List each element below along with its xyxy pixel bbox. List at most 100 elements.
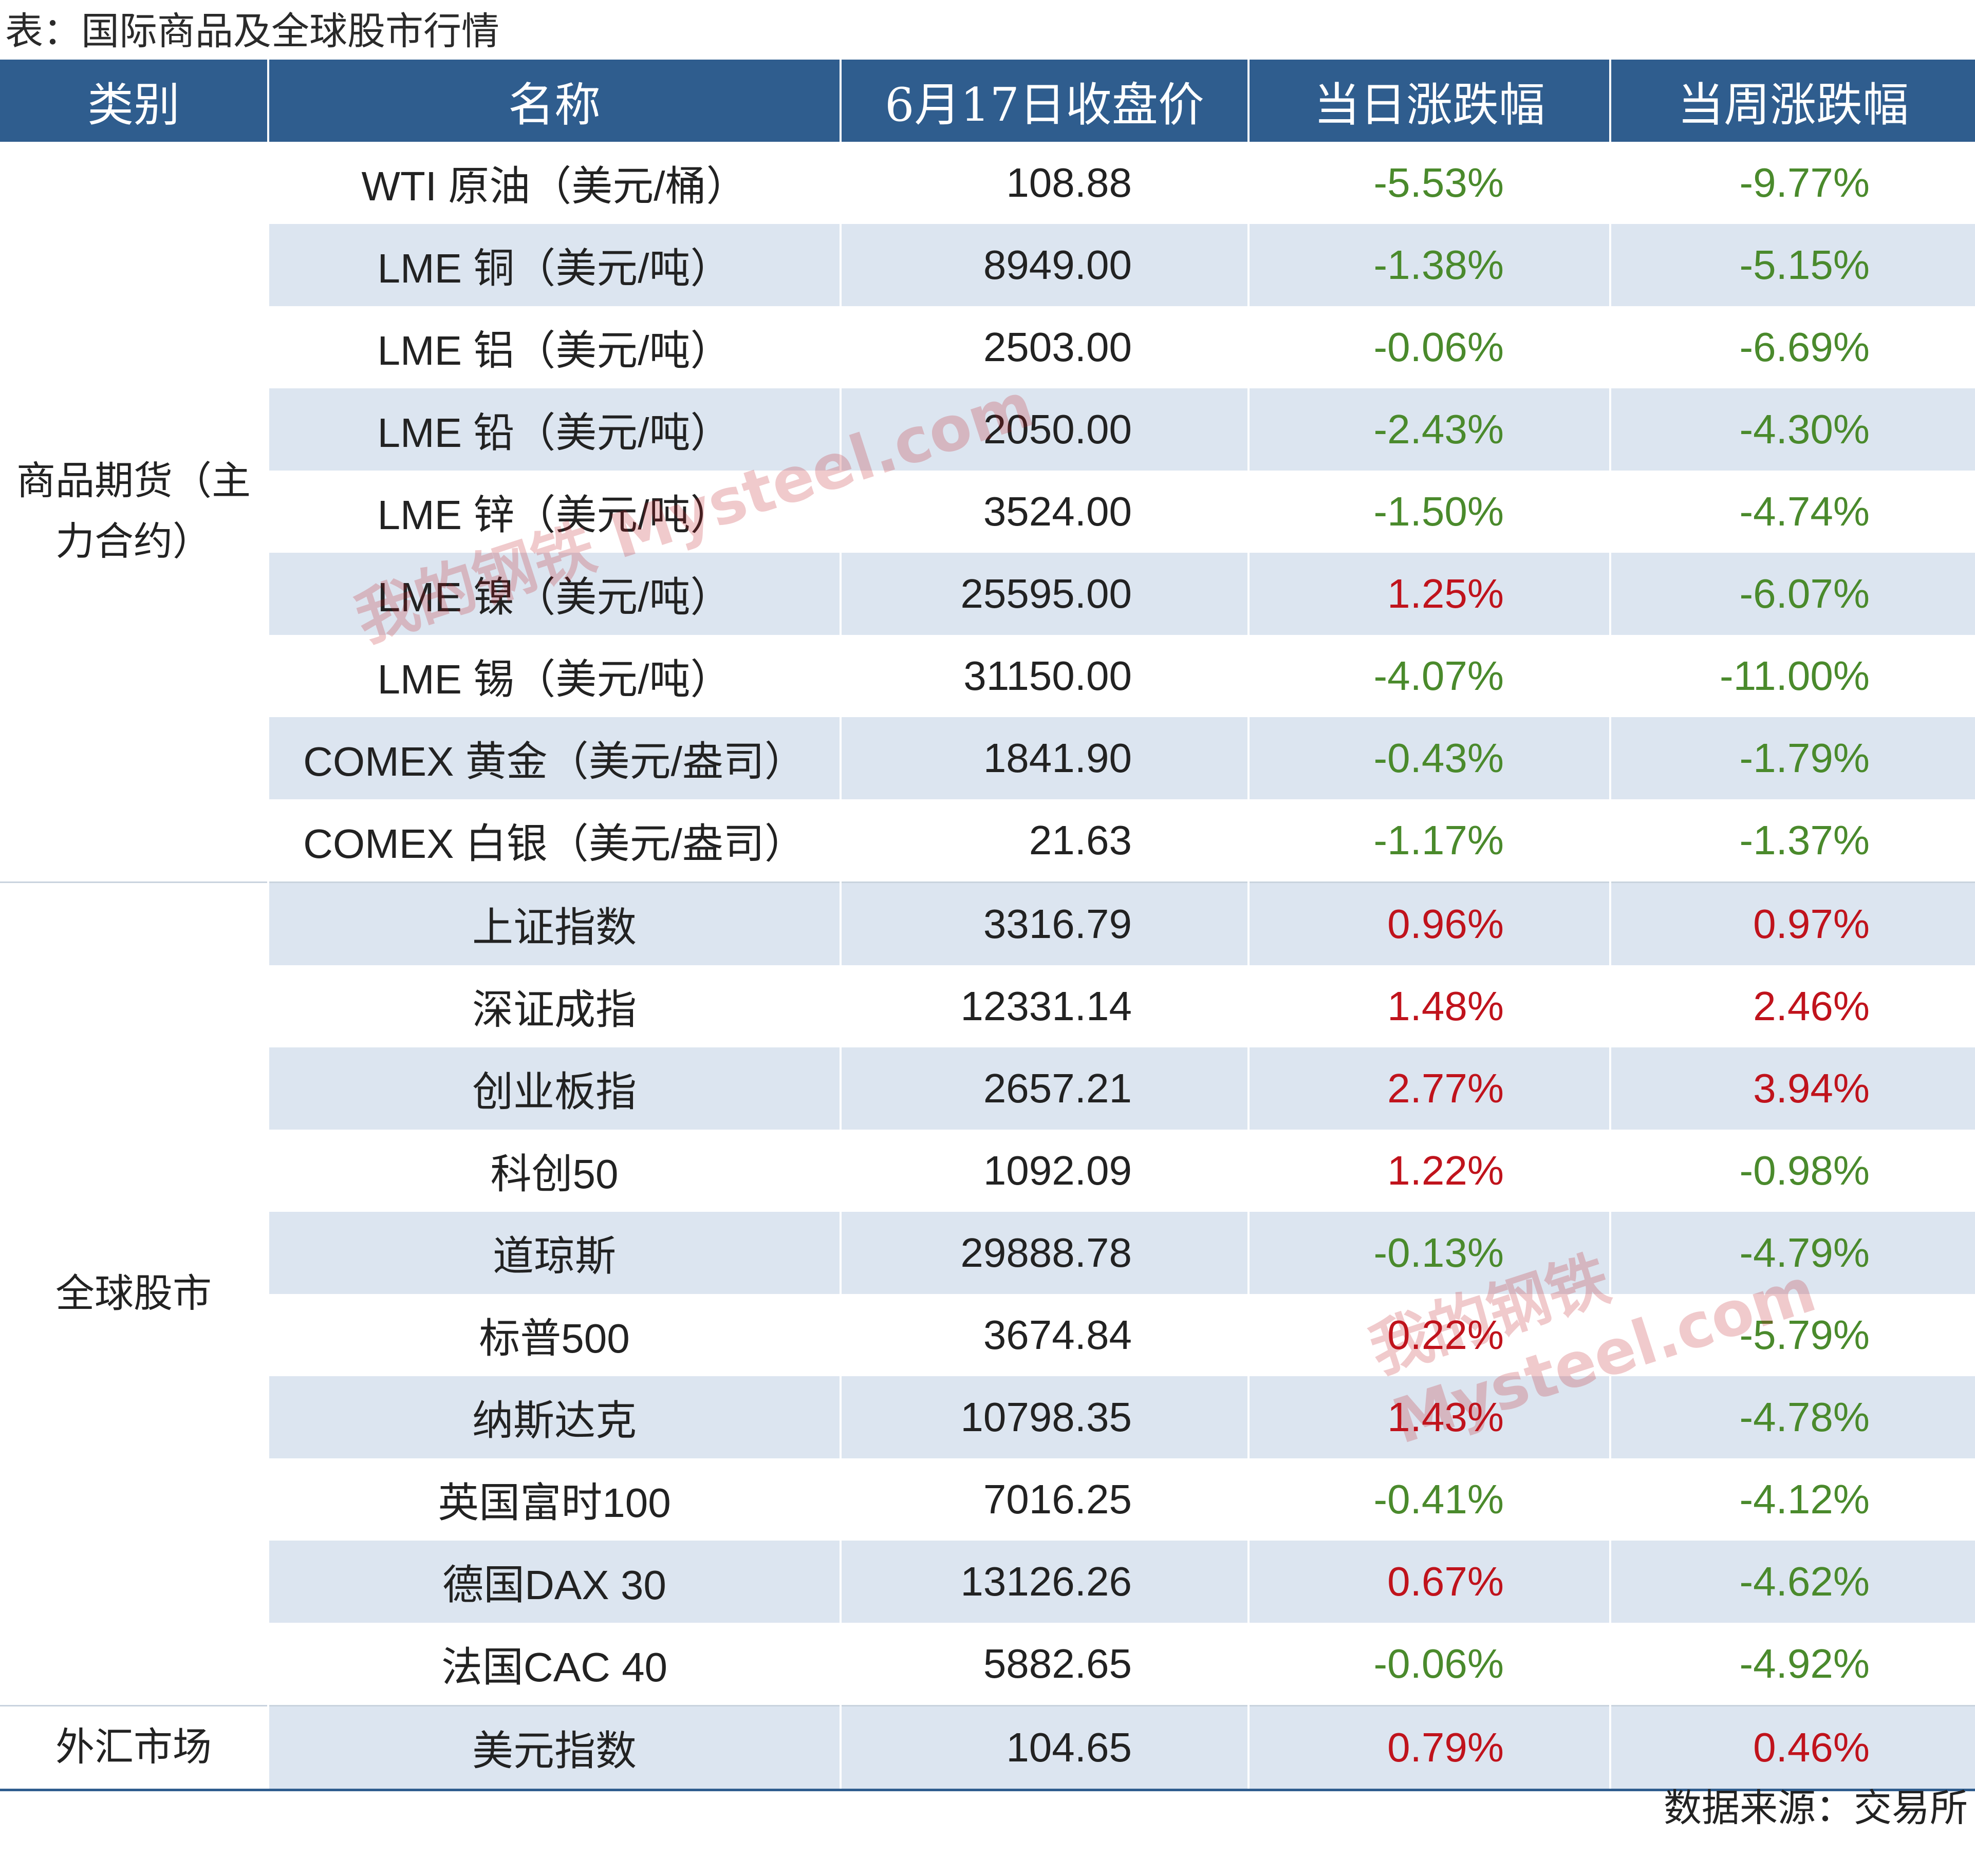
close-price: 3674.84 xyxy=(840,1294,1249,1376)
instrument-name: 美元指数 xyxy=(267,1705,841,1791)
weekly-change: -9.77% xyxy=(1609,142,1975,224)
weekly-change: 3.94% xyxy=(1609,1047,1975,1130)
daily-change: 1.48% xyxy=(1247,965,1610,1047)
weekly-change: 2.46% xyxy=(1609,965,1975,1047)
daily-change: 0.22% xyxy=(1247,1294,1610,1376)
weekly-change: 0.46% xyxy=(1609,1705,1975,1791)
header-row: 类别 名称 6月17日收盘价 当日涨跌幅 当周涨跌幅 xyxy=(0,60,1975,142)
daily-change: 1.43% xyxy=(1247,1376,1610,1458)
close-price: 8949.00 xyxy=(840,224,1249,306)
table-row: 商品期货（主力合约） WTI 原油（美元/桶） 108.88 -5.53% -9.77% xyxy=(0,142,1975,883)
data-source-note: 数据来源：交易所 xyxy=(1664,1787,1968,1829)
close-price: 25595.00 xyxy=(840,553,1249,635)
daily-change: -5.53% xyxy=(1247,142,1610,224)
instrument-name: 德国DAX 30 xyxy=(267,1541,841,1623)
daily-change: 2.77% xyxy=(1247,1047,1610,1130)
header-close-price: 6月17日收盘价 xyxy=(840,60,1249,142)
instrument-name: 深证成指 xyxy=(267,965,841,1047)
weekly-change: -5.15% xyxy=(1609,224,1975,306)
instrument-name: LME 镍（美元/吨） xyxy=(267,553,841,635)
table-row: 纳斯达克 10798.35 1.43% -4.78% xyxy=(0,1376,1975,1458)
table-row: LME 锡（美元/吨） 31150.00 -4.07% -11.00% xyxy=(0,635,1975,717)
table-row: 标普500 3674.84 0.22% -5.79% xyxy=(0,1294,1975,1376)
close-price: 12331.14 xyxy=(840,965,1249,1047)
close-price: 108.88 xyxy=(840,142,1249,224)
daily-change: -1.38% xyxy=(1247,224,1610,306)
weekly-change: -6.07% xyxy=(1609,553,1975,635)
daily-change: -1.17% xyxy=(1247,799,1610,883)
instrument-name: COMEX 黄金（美元/盎司） xyxy=(267,717,841,799)
daily-change: -0.06% xyxy=(1247,306,1610,388)
daily-change: 0.96% xyxy=(1247,881,1610,965)
close-price: 10798.35 xyxy=(840,1376,1249,1458)
daily-change: -0.13% xyxy=(1247,1212,1610,1294)
category-cell: 商品期货（主力合约） xyxy=(0,142,268,883)
table-row: 科创50 1092.09 1.22% -0.98% xyxy=(0,1130,1975,1212)
table-body: 商品期货（主力合约） WTI 原油（美元/桶） 108.88 -5.53% -9.77%… xyxy=(0,142,1975,1791)
instrument-name: 纳斯达克 xyxy=(267,1376,841,1458)
daily-change: 0.67% xyxy=(1247,1541,1610,1623)
table-row: 英国富时100 7016.25 -0.41% -4.12% xyxy=(0,1458,1975,1541)
weekly-change: -0.98% xyxy=(1609,1130,1975,1212)
instrument-name: 上证指数 xyxy=(267,881,841,965)
header-daily-change: 当日涨跌幅 xyxy=(1247,60,1610,142)
close-price: 2657.21 xyxy=(840,1047,1249,1130)
instrument-name: 法国CAC 40 xyxy=(267,1623,841,1706)
table-row: LME 铜（美元/吨） 8949.00 -1.38% -5.15% xyxy=(0,224,1975,306)
market-table: 类别 名称 6月17日收盘价 当日涨跌幅 当周涨跌幅 商品期货（主力合约） WTI… xyxy=(0,60,1975,1791)
table-row: 深证成指 12331.14 1.48% 2.46% xyxy=(0,965,1975,1047)
header-category: 类别 xyxy=(0,60,268,142)
category-cell: 外汇市场 xyxy=(0,1705,268,1791)
weekly-change: -4.78% xyxy=(1609,1376,1975,1458)
weekly-change: -11.00% xyxy=(1609,635,1975,717)
table-row: COMEX 白银（美元/盎司） 21.63 -1.17% -1.37% xyxy=(0,799,1975,883)
table-row: 道琼斯 29888.78 -0.13% -4.79% xyxy=(0,1212,1975,1294)
table-row: LME 锌（美元/吨） 3524.00 -1.50% -4.74% xyxy=(0,471,1975,553)
weekly-change: -4.79% xyxy=(1609,1212,1975,1294)
weekly-change: -1.37% xyxy=(1609,799,1975,883)
daily-change: -4.07% xyxy=(1247,635,1610,717)
close-price: 29888.78 xyxy=(840,1212,1249,1294)
close-price: 1092.09 xyxy=(840,1130,1249,1212)
table-row: 外汇市场 美元指数 104.65 0.79% 0.46% xyxy=(0,1705,1975,1791)
instrument-name: LME 锡（美元/吨） xyxy=(267,635,841,717)
weekly-change: -4.92% xyxy=(1609,1623,1975,1706)
weekly-change: -4.62% xyxy=(1609,1541,1975,1623)
table-caption: 表：国际商品及全球股市行情 xyxy=(5,9,499,53)
daily-change: -0.43% xyxy=(1247,717,1610,799)
close-price: 31150.00 xyxy=(840,635,1249,717)
category-cell: 全球股市 xyxy=(0,881,268,1706)
instrument-name: COMEX 白银（美元/盎司） xyxy=(267,799,841,883)
close-price: 2050.00 xyxy=(840,388,1249,471)
daily-change: -2.43% xyxy=(1247,388,1610,471)
close-price: 5882.65 xyxy=(840,1623,1249,1706)
instrument-name: LME 锌（美元/吨） xyxy=(267,471,841,553)
instrument-name: 英国富时100 xyxy=(267,1458,841,1541)
instrument-name: LME 铅（美元/吨） xyxy=(267,388,841,471)
instrument-name: 标普500 xyxy=(267,1294,841,1376)
table-row: 法国CAC 40 5882.65 -0.06% -4.92% xyxy=(0,1623,1975,1706)
table-row: 全球股市 上证指数 3316.79 0.96% 0.97% xyxy=(0,881,1975,1706)
close-price: 3524.00 xyxy=(840,471,1249,553)
table-row: 德国DAX 30 13126.26 0.67% -4.62% xyxy=(0,1541,1975,1623)
instrument-name: LME 铝（美元/吨） xyxy=(267,306,841,388)
close-price: 3316.79 xyxy=(840,881,1249,965)
instrument-name: 创业板指 xyxy=(267,1047,841,1130)
instrument-name: WTI 原油（美元/桶） xyxy=(267,142,841,224)
instrument-name: 科创50 xyxy=(267,1130,841,1212)
close-price: 7016.25 xyxy=(840,1458,1249,1541)
table-row: LME 铅（美元/吨） 2050.00 -2.43% -4.30% xyxy=(0,388,1975,471)
daily-change: -1.50% xyxy=(1247,471,1610,553)
table-row: 创业板指 2657.21 2.77% 3.94% xyxy=(0,1047,1975,1130)
weekly-change: -5.79% xyxy=(1609,1294,1975,1376)
weekly-change: -4.30% xyxy=(1609,388,1975,471)
instrument-name: 道琼斯 xyxy=(267,1212,841,1294)
weekly-change: -1.79% xyxy=(1609,717,1975,799)
daily-change: 1.22% xyxy=(1247,1130,1610,1212)
header-weekly-change: 当周涨跌幅 xyxy=(1609,60,1975,142)
table-row: LME 铝（美元/吨） 2503.00 -0.06% -6.69% xyxy=(0,306,1975,388)
close-price: 2503.00 xyxy=(840,306,1249,388)
close-price: 13126.26 xyxy=(840,1541,1249,1623)
close-price: 21.63 xyxy=(840,799,1249,883)
header-name: 名称 xyxy=(267,60,841,142)
